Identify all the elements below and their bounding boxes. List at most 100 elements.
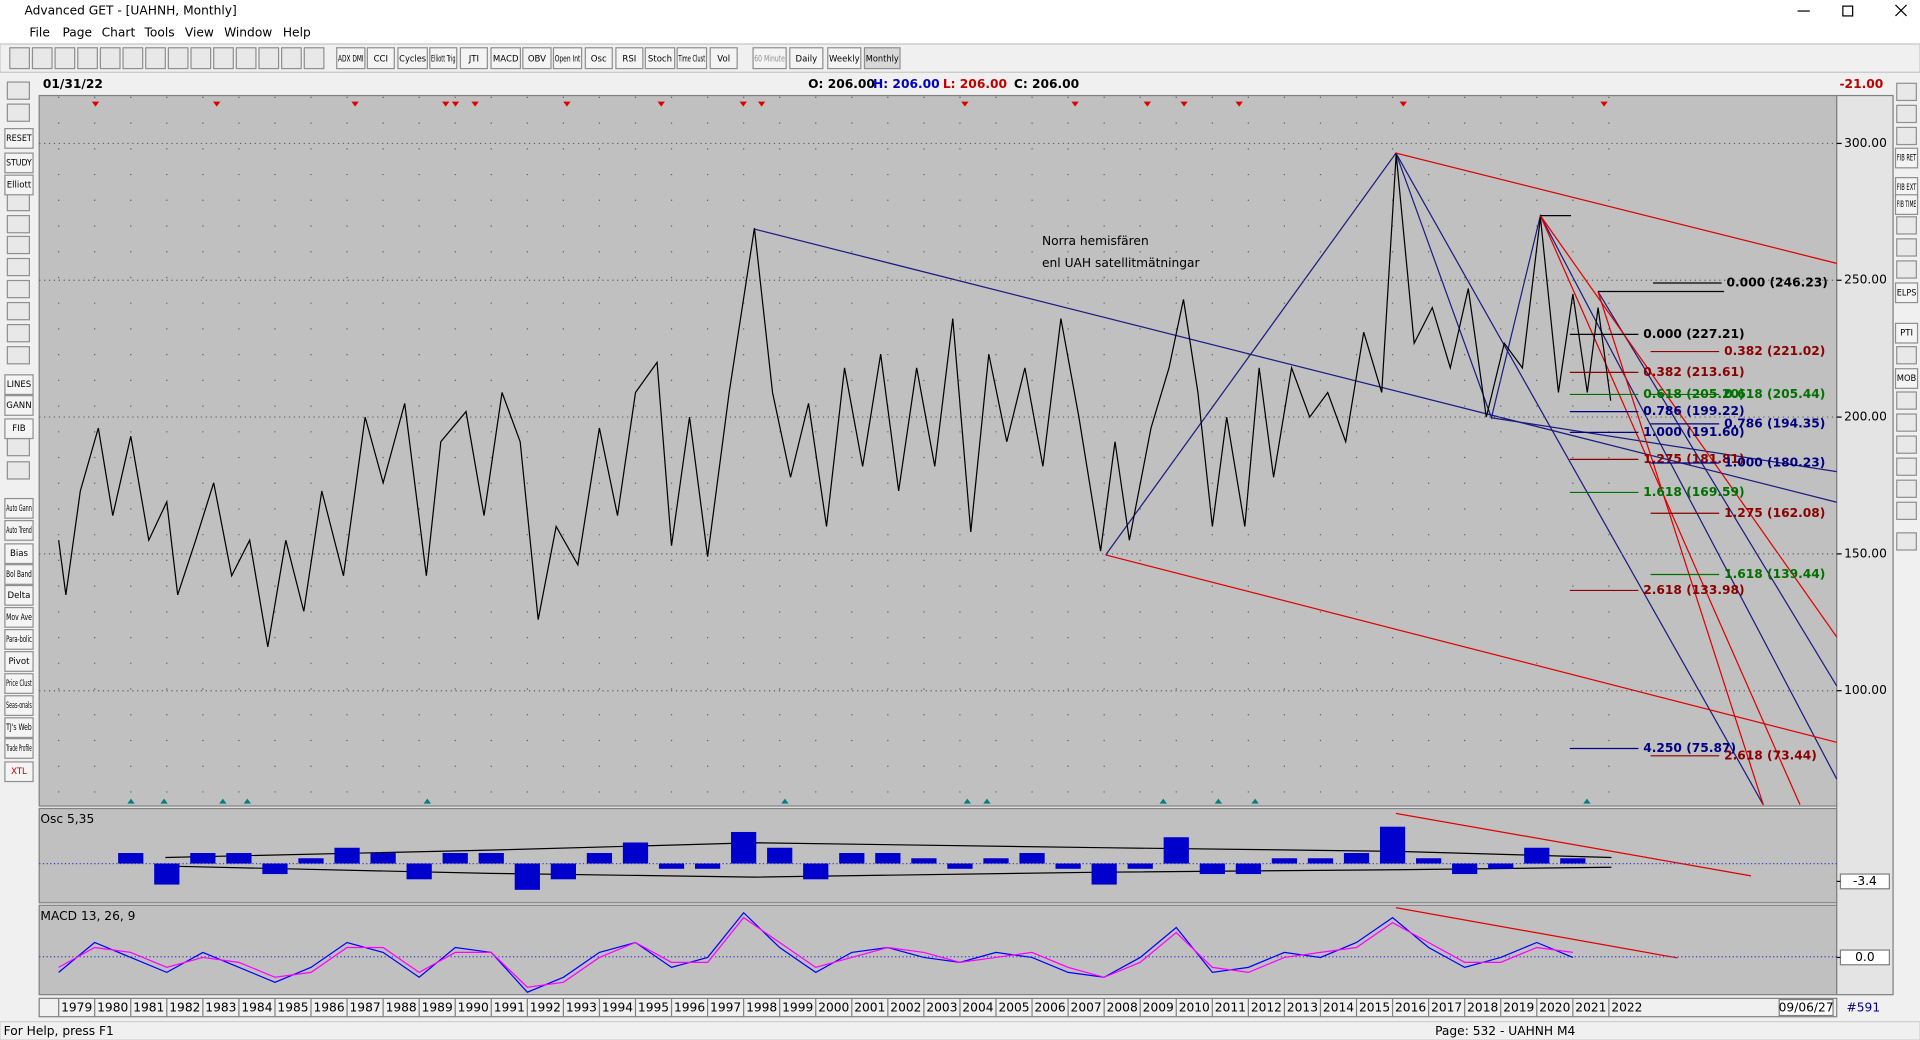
- tool-icon[interactable]: [6, 279, 30, 299]
- icon-button[interactable]: [303, 47, 325, 70]
- toolbar-label[interactable]: Osc: [591, 54, 607, 64]
- toolbar-label[interactable]: Weekly: [829, 54, 860, 64]
- toolbar-label[interactable]: CCI: [374, 54, 388, 64]
- toolbar-button[interactable]: [397, 47, 428, 70]
- tool-icon[interactable]: [6, 437, 30, 457]
- toolbar-button[interactable]: [522, 47, 552, 70]
- tool-button[interactable]: [4, 584, 34, 606]
- tool-icon[interactable]: [1896, 457, 1917, 476]
- tool-label[interactable]: STUDY: [6, 158, 32, 168]
- tool-button[interactable]: [1894, 282, 1919, 304]
- toolbar-button[interactable]: [789, 47, 824, 70]
- tool-button[interactable]: [1894, 194, 1919, 215]
- tool-button[interactable]: [1894, 368, 1919, 389]
- tool-button[interactable]: [4, 520, 34, 541]
- toolbar-label[interactable]: Daily: [795, 54, 817, 64]
- tool-label[interactable]: ELPS: [1897, 288, 1917, 298]
- icon-button[interactable]: [235, 47, 257, 70]
- tool-icon[interactable]: [6, 81, 30, 100]
- tool-label[interactable]: Para-bolic: [6, 635, 32, 645]
- close[interactable]: [1895, 4, 1907, 17]
- tool-button[interactable]: [4, 374, 34, 396]
- toolbar-label[interactable]: RSI: [622, 54, 636, 64]
- tool-button[interactable]: [4, 152, 34, 174]
- icon-button[interactable]: [77, 47, 98, 70]
- toolbar-label[interactable]: Elliott Trig: [431, 54, 455, 64]
- tool-icon[interactable]: [1896, 260, 1917, 279]
- tool-label[interactable]: Bol Band: [6, 570, 32, 580]
- tool-label[interactable]: Auto Gann: [6, 504, 32, 514]
- tool-button[interactable]: [4, 629, 34, 650]
- tool-label[interactable]: Delta: [8, 591, 31, 601]
- toolbar-label[interactable]: Stoch: [648, 54, 672, 64]
- toolbar-label[interactable]: Open Int: [555, 54, 581, 64]
- toolbar-label[interactable]: Monthly: [866, 54, 899, 64]
- right-toolbar[interactable]: FIB RET FIB EXT FIB TIME ELPS PTI MOB: [1894, 82, 1919, 551]
- tool-icon[interactable]: [1896, 126, 1917, 146]
- toolbar-button[interactable]: [709, 47, 738, 70]
- toolbar-buttons[interactable]: ADX DMI CCI Cycles Elliott Trig JTI MACD OBV Op…: [9, 47, 901, 70]
- tool-icon[interactable]: [1896, 435, 1917, 454]
- tool-label[interactable]: PTI: [1900, 329, 1913, 339]
- tool-label[interactable]: Auto Trend: [6, 526, 32, 536]
- tool-button[interactable]: [4, 738, 34, 759]
- toolbar-label[interactable]: 60 Minute: [754, 54, 785, 64]
- tool-icon[interactable]: [1896, 391, 1917, 410]
- icon-button[interactable]: [281, 47, 302, 70]
- menu-item[interactable]: Help: [283, 26, 311, 40]
- tool-button[interactable]: [4, 418, 34, 440]
- tool-icon[interactable]: [1896, 104, 1917, 124]
- left-toolbar[interactable]: RESET STUDY Elliott LINES GANN FIB Auto Gann Au…: [4, 81, 34, 783]
- tool-icon[interactable]: [1896, 413, 1917, 432]
- tool-label[interactable]: Price Clust: [6, 679, 32, 689]
- maximize[interactable]: [1842, 5, 1854, 17]
- tool-icon[interactable]: [6, 192, 30, 212]
- toolbar-button[interactable]: [429, 47, 458, 70]
- tool-icon[interactable]: [6, 214, 30, 234]
- toolbar-button[interactable]: [552, 47, 583, 70]
- toolbar-label[interactable]: Vol: [717, 54, 730, 64]
- tool-button[interactable]: [1894, 322, 1919, 344]
- icon-button[interactable]: [258, 47, 280, 70]
- tool-button[interactable]: [4, 497, 34, 519]
- tool-icon[interactable]: [6, 461, 30, 480]
- tool-icon[interactable]: [1896, 82, 1917, 102]
- toolbar-button[interactable]: [676, 47, 708, 70]
- tool-label[interactable]: MOB: [1897, 374, 1917, 384]
- menu-item[interactable]: Chart: [102, 26, 136, 40]
- tool-label[interactable]: FIB: [12, 424, 25, 434]
- tool-label[interactable]: GANN: [6, 401, 31, 411]
- tool-label[interactable]: XTL: [11, 767, 27, 777]
- tool-label[interactable]: Bias: [10, 549, 28, 559]
- tool-icon[interactable]: [6, 257, 30, 277]
- icon-button[interactable]: [145, 47, 166, 70]
- tool-icon[interactable]: [6, 346, 30, 365]
- tool-label[interactable]: FIB RET: [1897, 154, 1917, 164]
- toolbar-button[interactable]: [490, 47, 522, 70]
- window-controls[interactable]: [1797, 4, 1907, 17]
- tool-button[interactable]: [4, 651, 34, 672]
- tool-icon[interactable]: [1896, 532, 1917, 551]
- tool-button[interactable]: [4, 695, 34, 716]
- toolbar-button[interactable]: [752, 47, 787, 70]
- icon-button[interactable]: [167, 47, 189, 70]
- tool-label[interactable]: Seas-onals: [6, 701, 32, 711]
- tool-button[interactable]: [1894, 147, 1919, 169]
- toolbar-label[interactable]: Time Clust: [678, 54, 706, 64]
- tool-label[interactable]: TJ's Web: [5, 723, 31, 733]
- menu-item[interactable]: Tools: [143, 26, 174, 40]
- toolbar-label[interactable]: JTI: [468, 54, 479, 64]
- tool-icon[interactable]: [6, 324, 30, 343]
- tool-icon[interactable]: [6, 301, 30, 321]
- toolbar-button[interactable]: [336, 47, 366, 70]
- toolbar-button[interactable]: [827, 47, 862, 70]
- tool-button[interactable]: [4, 128, 34, 149]
- toolbar-button[interactable]: [644, 47, 676, 70]
- icon-button[interactable]: [213, 47, 234, 70]
- tool-button[interactable]: [4, 564, 34, 585]
- toolbar-button[interactable]: [584, 47, 613, 70]
- menu-item[interactable]: Window: [224, 26, 272, 40]
- icon-button[interactable]: [54, 47, 76, 70]
- tool-button[interactable]: [4, 761, 34, 783]
- tool-label[interactable]: Pivot: [8, 657, 30, 667]
